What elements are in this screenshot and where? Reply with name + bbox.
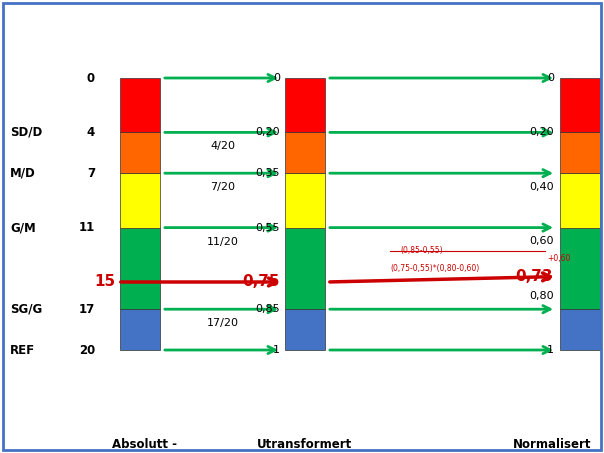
Bar	[560, 132, 600, 173]
Bar	[560, 78, 600, 132]
Text: 0,75: 0,75	[242, 275, 280, 289]
Bar	[120, 132, 160, 173]
Text: 15: 15	[94, 275, 115, 289]
Text: SD/D: SD/D	[10, 126, 42, 139]
Text: G/M: G/M	[10, 221, 36, 234]
Text: 0,55: 0,55	[255, 222, 280, 232]
Text: Utransformert
EQR for
parameteren: Utransformert EQR for parameteren	[257, 438, 353, 453]
Text: 11/20: 11/20	[207, 236, 239, 246]
Text: 17/20: 17/20	[207, 318, 239, 328]
Text: 0,35: 0,35	[255, 168, 280, 178]
Bar	[285, 78, 325, 132]
Text: 20: 20	[79, 343, 95, 357]
Text: 0: 0	[273, 73, 280, 83]
Bar	[120, 78, 160, 132]
Text: 0: 0	[87, 72, 95, 85]
Bar	[560, 173, 600, 227]
Text: 0,20: 0,20	[255, 127, 280, 137]
Bar	[285, 132, 325, 173]
Text: M/D: M/D	[10, 167, 36, 180]
Bar	[120, 173, 160, 227]
Text: REF: REF	[10, 343, 35, 357]
Text: 11: 11	[79, 221, 95, 234]
Text: Normalisert
EQR for
parameteren: Normalisert EQR for parameteren	[505, 438, 591, 453]
Text: 7/20: 7/20	[210, 182, 235, 192]
Bar	[560, 309, 600, 350]
Text: 4/20: 4/20	[210, 141, 235, 151]
Text: Absolutt -
verdi for en
parameter: Absolutt - verdi for en parameter	[106, 438, 184, 453]
Text: 4: 4	[87, 126, 95, 139]
Text: 0,60: 0,60	[530, 236, 554, 246]
Text: (0,75-0,55)*(0,80-0,60): (0,75-0,55)*(0,80-0,60)	[390, 264, 479, 273]
Bar	[120, 227, 160, 309]
Text: SG/G: SG/G	[10, 303, 42, 316]
Text: 1: 1	[547, 345, 554, 355]
Text: 0: 0	[547, 73, 554, 83]
Text: 1: 1	[273, 345, 280, 355]
Text: 7: 7	[87, 167, 95, 180]
Text: 0,73: 0,73	[515, 269, 553, 284]
Text: 0,85: 0,85	[255, 304, 280, 314]
Bar	[560, 227, 600, 309]
Text: 0,80: 0,80	[529, 291, 554, 301]
Bar	[120, 309, 160, 350]
Text: +0,60: +0,60	[547, 255, 570, 264]
Bar	[285, 227, 325, 309]
Text: 0,20: 0,20	[529, 127, 554, 137]
Bar	[285, 309, 325, 350]
Text: (0,85-0,55): (0,85-0,55)	[400, 246, 443, 255]
Text: 0,40: 0,40	[529, 182, 554, 192]
Bar	[285, 173, 325, 227]
Text: 17: 17	[79, 303, 95, 316]
